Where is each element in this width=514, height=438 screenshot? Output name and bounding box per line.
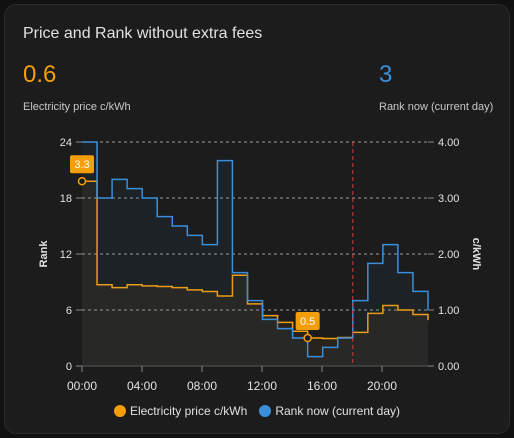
series-area-1: [82, 142, 428, 366]
entity-value: 3: [379, 61, 393, 88]
annotation-point: [77, 176, 87, 186]
legend-label: Electricity price c/kWh: [129, 404, 248, 418]
y-left-tick-label: 6: [66, 305, 72, 317]
y-left-tick-label: 18: [60, 193, 72, 205]
annotation-label: 0.5: [300, 316, 315, 328]
series-area-0: [82, 181, 428, 366]
x-tick-label: 12:00: [247, 379, 277, 393]
x-tick-label: 08:00: [187, 379, 217, 393]
legend-dot-price: [113, 405, 126, 417]
y-left-axis-label: Rank: [38, 240, 50, 268]
entity-name: Rank now (current day): [379, 101, 494, 113]
entity-name: Electricity price c/kWh: [23, 101, 131, 113]
legend-label: Rank now (current day): [275, 404, 401, 418]
x-tick-label: 16:00: [307, 379, 337, 393]
x-tick-label: 04:00: [127, 379, 157, 393]
y-right-tick-label: 3.00: [438, 193, 459, 205]
y-right-tick-label: 1.00: [438, 305, 459, 317]
legend-item-price[interactable]: Electricity price c/kWh: [113, 404, 248, 418]
y-left-tick-label: 12: [60, 249, 72, 261]
y-right-tick-label: 2.00: [438, 249, 459, 261]
y-left-tick-label: 24: [60, 137, 72, 149]
x-tick-label: 00:00: [67, 379, 97, 393]
annotation-label-bg: [295, 312, 320, 330]
y-right-axis-label: c/kWh: [470, 238, 482, 271]
x-tick-label: 20:00: [367, 379, 397, 393]
entity-rank-now[interactable]: 3 Rank now (current day): [379, 61, 494, 114]
legend-item-rank[interactable]: Rank now (current day): [259, 404, 400, 418]
annotation-point: [303, 333, 312, 343]
entity-value: 0.6: [23, 61, 57, 88]
price-rank-chart[interactable]: 0 0.00 6 1.00 12 2.00 18 3.00 24 4.00 00:00 04:00 08…: [0, 0, 514, 400]
annotation-label-bg: [70, 155, 94, 174]
legend-dot-rank: [259, 405, 272, 417]
y-right-tick-label: 4.00: [438, 137, 459, 149]
series-line-1: [82, 141, 429, 358]
card-title: Price and Rank without extra fees: [23, 25, 263, 42]
price-rank-card: Price and Rank without extra fees 0.6 El…: [4, 4, 510, 434]
chart-legend: Electricity price c/kWh Rank now (curren…: [0, 404, 514, 418]
annotation-label: 3.3: [74, 159, 89, 171]
y-right-tick-label: 0.00: [438, 361, 459, 373]
y-left-tick-label: 0: [66, 361, 72, 373]
entity-electricity-price[interactable]: 0.6 Electricity price c/kWh: [23, 61, 131, 114]
